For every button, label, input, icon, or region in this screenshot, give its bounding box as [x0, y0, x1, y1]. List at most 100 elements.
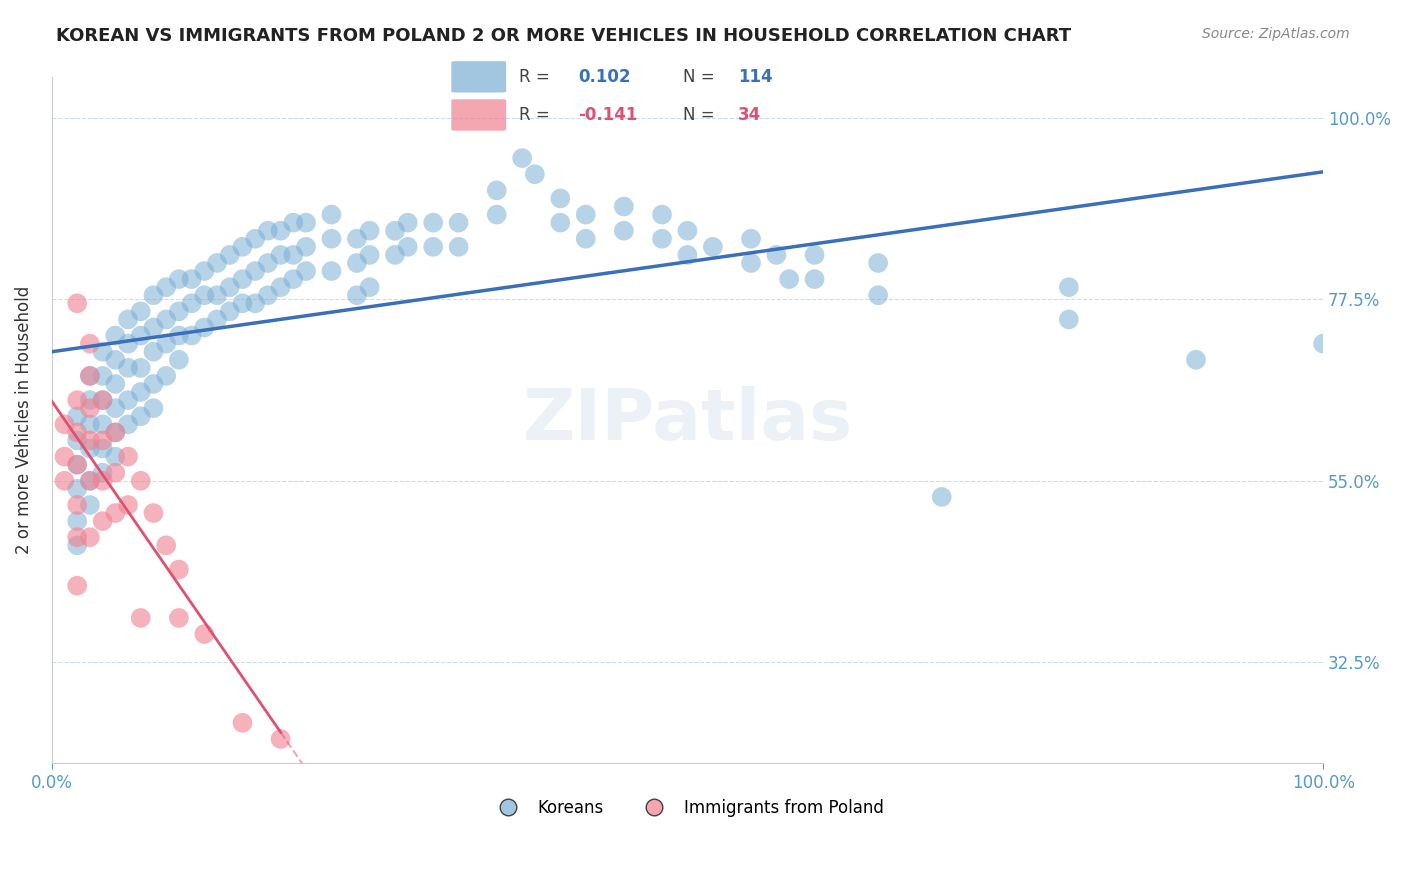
Point [66, 434, 89, 448]
Point [359, 224, 381, 238]
Point [257, 224, 280, 238]
Point [283, 216, 305, 230]
Point [740, 232, 762, 246]
Point [79, 442, 101, 456]
Point [104, 352, 127, 367]
Point [1057, 280, 1080, 294]
Point [142, 320, 165, 334]
Point [66, 538, 89, 552]
Point [104, 506, 127, 520]
Point [142, 376, 165, 391]
Point [66, 482, 89, 496]
Point [79, 434, 101, 448]
Point [523, 167, 546, 181]
Point [167, 328, 190, 343]
Point [129, 385, 152, 400]
Point [66, 530, 89, 544]
Point [193, 288, 215, 302]
Point [1057, 312, 1080, 326]
Point [346, 256, 368, 270]
Point [91, 344, 114, 359]
Point [803, 272, 825, 286]
Text: ZIPatlas: ZIPatlas [523, 385, 852, 455]
Point [485, 208, 508, 222]
Point [193, 627, 215, 641]
Point [104, 466, 127, 480]
Point [117, 450, 139, 464]
Point [205, 312, 228, 326]
Point [346, 232, 368, 246]
Point [422, 240, 444, 254]
Point [868, 256, 890, 270]
Point [129, 611, 152, 625]
Point [129, 304, 152, 318]
Point [321, 232, 343, 246]
Point [510, 151, 533, 165]
Point [155, 312, 177, 326]
Point [359, 280, 381, 294]
Point [283, 248, 305, 262]
Text: 34: 34 [738, 106, 762, 124]
Point [270, 224, 292, 238]
Point [117, 393, 139, 408]
Point [66, 579, 89, 593]
Text: N =: N = [683, 106, 720, 124]
Point [79, 474, 101, 488]
Point [321, 208, 343, 222]
Point [104, 425, 127, 440]
Point [205, 256, 228, 270]
Point [167, 562, 190, 576]
Point [193, 320, 215, 334]
Text: R =: R = [519, 106, 555, 124]
Point [270, 280, 292, 294]
Point [550, 191, 572, 205]
Point [485, 183, 508, 197]
Point [740, 256, 762, 270]
FancyBboxPatch shape [451, 99, 506, 130]
Point [231, 240, 253, 254]
Point [117, 498, 139, 512]
Point [550, 216, 572, 230]
FancyBboxPatch shape [451, 62, 506, 93]
Point [142, 344, 165, 359]
Point [676, 248, 699, 262]
Point [257, 256, 280, 270]
Point [155, 538, 177, 552]
Text: Source: ZipAtlas.com: Source: ZipAtlas.com [1202, 27, 1350, 41]
Point [91, 393, 114, 408]
Point [53, 450, 76, 464]
Point [702, 240, 724, 254]
Point [79, 401, 101, 416]
Point [180, 328, 202, 343]
Point [66, 458, 89, 472]
Point [167, 352, 190, 367]
Point [778, 272, 800, 286]
Y-axis label: 2 or more Vehicles in Household: 2 or more Vehicles in Household [15, 286, 32, 555]
Point [91, 474, 114, 488]
Point [129, 409, 152, 424]
Point [91, 417, 114, 432]
Point [765, 248, 787, 262]
Point [396, 240, 419, 254]
Point [270, 731, 292, 746]
Point [295, 264, 318, 278]
Point [243, 296, 266, 310]
Point [117, 336, 139, 351]
Point [66, 409, 89, 424]
Point [803, 248, 825, 262]
Point [79, 530, 101, 544]
Point [651, 232, 673, 246]
Point [167, 304, 190, 318]
Point [422, 216, 444, 230]
Point [218, 304, 240, 318]
Point [104, 450, 127, 464]
Point [79, 417, 101, 432]
Point [384, 248, 406, 262]
Point [218, 248, 240, 262]
Point [218, 280, 240, 294]
Point [117, 417, 139, 432]
Point [117, 360, 139, 375]
Point [66, 425, 89, 440]
Point [1185, 352, 1208, 367]
Point [91, 514, 114, 528]
